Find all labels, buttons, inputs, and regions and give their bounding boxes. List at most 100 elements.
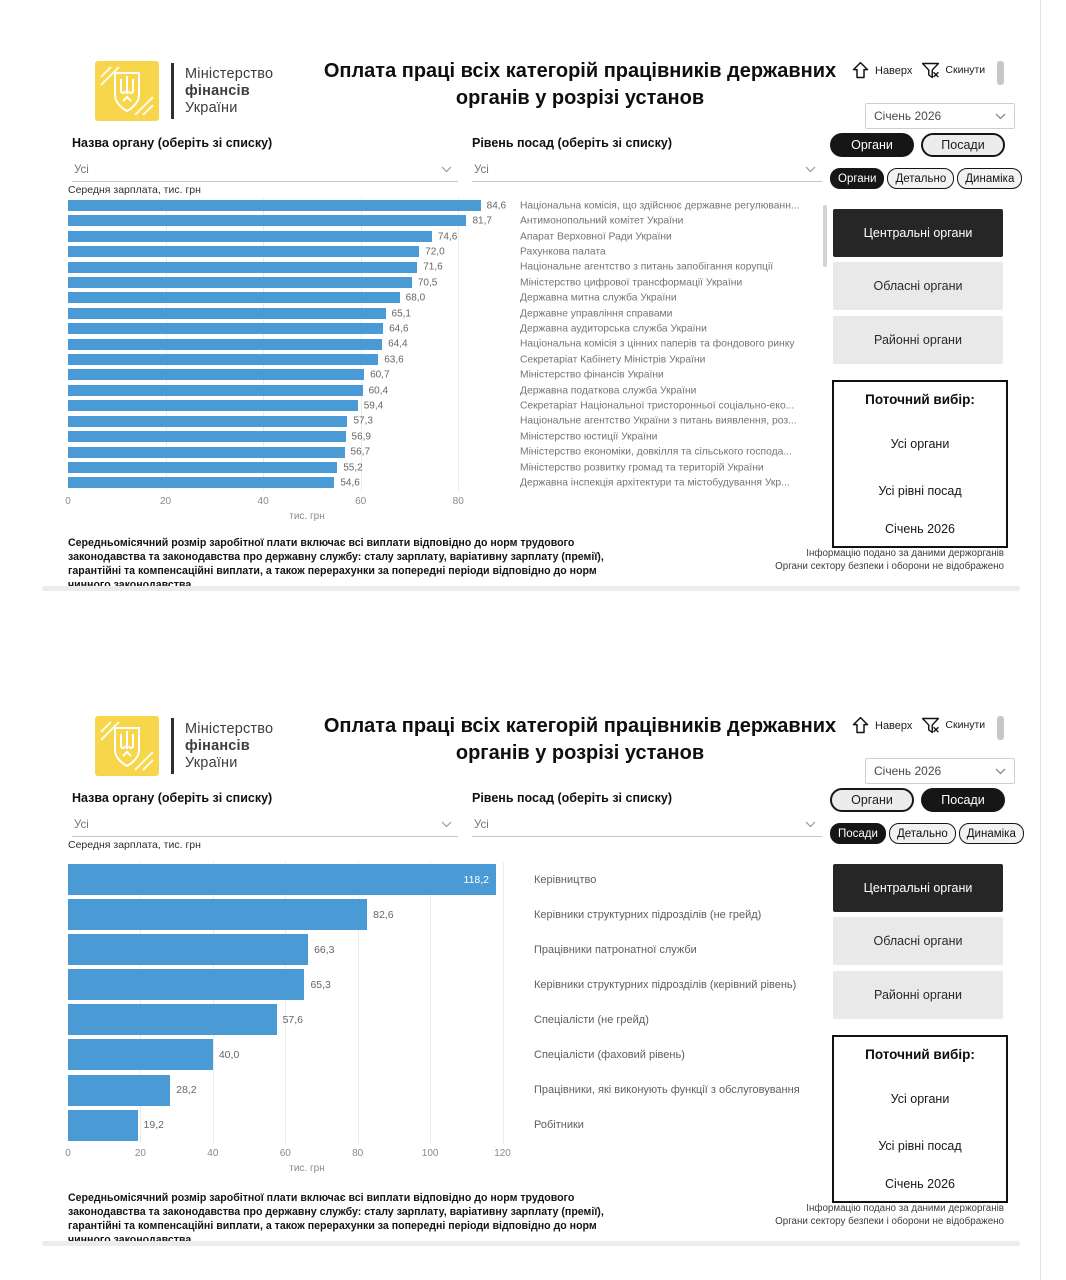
current-selection-title: Поточний вибір: (865, 392, 975, 407)
back-to-top-button[interactable]: Наверх (850, 715, 912, 736)
scrollbar-thumb[interactable] (997, 716, 1005, 740)
bar[interactable] (68, 277, 412, 289)
tab-detail[interactable]: Детально (887, 168, 955, 189)
chart-scrollbar[interactable] (823, 205, 827, 497)
bar[interactable] (68, 354, 379, 366)
org-name-dropdown[interactable]: Усі (72, 813, 458, 837)
bar-category-label: Секретаріат Національної тристоронньої с… (520, 400, 795, 412)
bar[interactable] (68, 215, 467, 227)
view-toggle: Органи Посади (830, 788, 1005, 812)
period-dropdown[interactable]: Січень 2026 (865, 103, 1015, 129)
gridline (140, 862, 142, 1143)
position-level-filter: Рівень посад (оберіть зі списку) Усі (472, 136, 822, 182)
bar-category-label: Рахункова палата (520, 246, 606, 258)
bar[interactable] (68, 1074, 171, 1106)
bar-category-label: Керівники структурних підрозділів (не гр… (534, 908, 762, 921)
bar[interactable] (68, 969, 305, 1001)
back-to-top-button[interactable]: Наверх (850, 60, 912, 81)
bar-row: 60,7 Міністерство фінансів України (68, 367, 838, 382)
period-dropdown[interactable]: Січень 2026 (865, 758, 1015, 784)
bar[interactable] (68, 292, 400, 304)
bar[interactable] (68, 338, 383, 350)
org-name-filter-label: Назва органу (оберіть зі списку) (72, 791, 273, 805)
bar[interactable] (68, 246, 420, 258)
x-axis-tick: 40 (207, 1148, 219, 1159)
bar-row: 70,5 Міністерство цифрової трансформації … (68, 275, 838, 290)
scrollbar-thumb[interactable] (997, 61, 1005, 85)
bar-category-label: Міністерство цифрової трансформації Укра… (520, 277, 743, 289)
chevron-down-icon (995, 113, 1006, 119)
tab-dynamics[interactable]: Динаміка (958, 823, 1024, 844)
bar-category-label: Антимонопольний комітет України (520, 215, 684, 227)
tab-dynamics[interactable]: Динаміка (957, 168, 1023, 189)
bar[interactable] (68, 415, 348, 427)
bar[interactable] (68, 384, 363, 396)
bar[interactable] (68, 1109, 138, 1141)
gridline (357, 862, 359, 1143)
bar-value-label: 65,1 (391, 308, 411, 320)
logo-text: Міністерство фінансів України (185, 66, 273, 117)
bar[interactable] (68, 323, 384, 335)
position-level-filter: Рівень посад (оберіть зі списку) Усі (472, 791, 822, 837)
tab-organs[interactable]: Органи (830, 168, 885, 189)
chart-axis-title: Середня зарплата, тис. грн (68, 184, 201, 196)
bar[interactable] (68, 431, 346, 443)
bar[interactable] (68, 369, 365, 381)
bar[interactable] (68, 899, 368, 931)
bar-value-label: 57,6 (282, 1013, 304, 1026)
org-name-dropdown[interactable]: Усі (72, 158, 458, 182)
central-organs-button[interactable]: Центральні органи (833, 209, 1003, 257)
position-level-dropdown[interactable]: Усі (472, 158, 822, 182)
reset-filters-button[interactable]: Скинути (920, 715, 989, 736)
position-level-filter-label: Рівень посад (оберіть зі списку) (472, 136, 672, 150)
bar-value-label: 56,9 (351, 431, 371, 443)
bar-row: 59,4 Секретаріат Національної тристороннь… (68, 398, 838, 413)
bar[interactable] (68, 230, 432, 242)
raion-organs-button[interactable]: Районні органи (833, 971, 1003, 1019)
bar-row: 57,6 Спеціалісти (не грейд) (68, 1002, 838, 1037)
bar[interactable] (68, 261, 418, 273)
chart-scrollbar-thumb[interactable] (823, 205, 827, 267)
tab-positions[interactable]: Посади (830, 823, 886, 844)
bar-row: 64,6 Державна аудиторська служба України (68, 321, 838, 336)
bar-row: 63,6 Секретаріат Кабінету Міністрів Украї… (68, 352, 838, 367)
trident-emblem-icon (95, 716, 159, 776)
bar-chart-positions: 118,2 Керівництво 82,6 Керівники структурни… (65, 862, 838, 1174)
toggle-positions-button[interactable]: Посади (921, 133, 1005, 157)
toggle-organs-button[interactable]: Органи (830, 788, 914, 812)
bar-row: 40,0 Спеціалісти (фаховий рівень) (68, 1037, 838, 1072)
bar[interactable] (68, 400, 358, 412)
logo-divider (171, 63, 174, 119)
oblast-organs-button[interactable]: Обласні органи (833, 917, 1003, 965)
reset-filters-button[interactable]: Скинути (920, 60, 989, 81)
org-name-filter: Назва органу (оберіть зі списку) Усі (72, 791, 458, 837)
bar[interactable] (68, 200, 481, 211)
bar-row: 82,6 Керівники структурних підрозділів (н… (68, 897, 838, 932)
bar[interactable] (68, 461, 338, 473)
period-value: Січень 2026 (874, 109, 942, 123)
oblast-organs-button[interactable]: Обласні органи (833, 262, 1003, 310)
bar-category-label: Міністерство розвитку громад та територі… (520, 462, 764, 474)
bar[interactable] (68, 307, 386, 319)
dashboard-panel-positions: Міністерство фінансів України Оплата пра… (40, 700, 1024, 1246)
view-tabs: Органи Детально Динаміка (830, 168, 1023, 189)
logo-line-3: України (185, 99, 238, 116)
dashboard-panel-organs: Міністерство фінансів України Оплата пра… (40, 45, 1023, 591)
selection-item-levels: Усі рівні посад (878, 1139, 962, 1153)
toggle-positions-button[interactable]: Посади (921, 788, 1005, 812)
arrow-up-icon (852, 716, 869, 734)
bar[interactable] (68, 1039, 213, 1071)
bar[interactable] (68, 477, 335, 489)
ministry-logo: Міністерство фінансів України (95, 716, 273, 776)
bar[interactable] (68, 1004, 277, 1036)
bar[interactable] (68, 446, 345, 458)
bar[interactable] (68, 934, 309, 966)
tab-detail[interactable]: Детально (888, 823, 956, 844)
position-level-dropdown[interactable]: Усі (472, 813, 822, 837)
bar[interactable] (68, 864, 497, 895)
raion-organs-button[interactable]: Районні органи (833, 316, 1003, 364)
central-organs-button[interactable]: Центральні органи (833, 864, 1003, 912)
toggle-organs-button[interactable]: Органи (830, 133, 914, 157)
view-tabs: Посади Детально Динаміка (830, 823, 1024, 844)
logo-line-2: фінансів (185, 737, 250, 754)
